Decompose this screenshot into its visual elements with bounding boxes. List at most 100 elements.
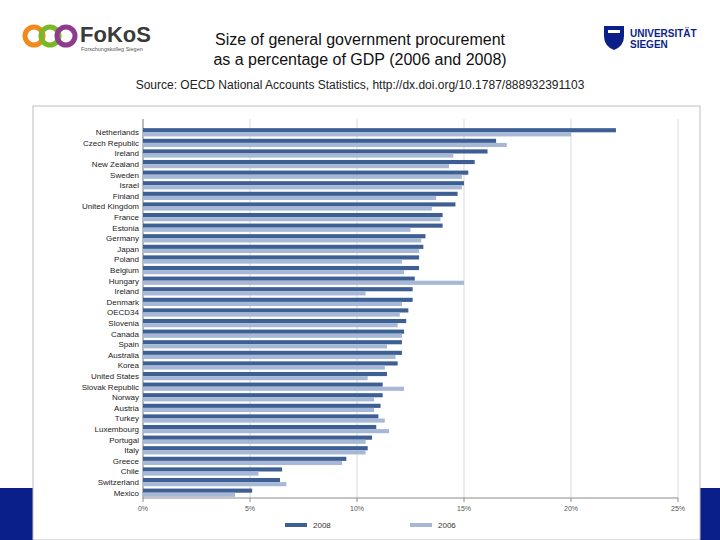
logo-right-text: SIEGEN — [630, 39, 668, 50]
bar — [143, 143, 507, 147]
tick-mark — [464, 498, 465, 502]
category-label: Chile — [121, 467, 140, 476]
bar — [143, 355, 396, 359]
category-label: Korea — [118, 361, 140, 370]
bar — [143, 181, 464, 185]
tick-mark — [357, 498, 358, 502]
category-label: Spain — [119, 340, 139, 349]
category-label: Portugal — [109, 436, 139, 445]
tick-label: 25% — [671, 505, 685, 512]
tick-label: 0% — [138, 505, 148, 512]
category-label: Belgium — [110, 266, 139, 275]
bar — [143, 260, 402, 264]
bar — [143, 164, 449, 168]
category-label: Turkey — [115, 414, 139, 423]
bar — [143, 302, 402, 306]
bar — [143, 457, 346, 461]
bar — [143, 313, 400, 317]
bar — [143, 192, 458, 196]
bar — [143, 228, 411, 232]
bar — [143, 249, 419, 253]
logo-ring — [57, 27, 75, 45]
category-label: Canada — [111, 330, 140, 339]
bar — [143, 493, 235, 497]
category-label: OECD34 — [107, 308, 140, 317]
bar — [143, 139, 496, 143]
category-label: Ireland — [115, 149, 139, 158]
category-label: Estonia — [112, 224, 139, 233]
slide: FoKoSForschungskolleg Siegen UNIVERSITÄTS… — [0, 0, 720, 540]
bar — [143, 361, 398, 365]
bar — [143, 376, 368, 380]
chart-title: Size of general government procurement — [215, 31, 505, 48]
bar — [143, 404, 381, 408]
tick-label: 20% — [564, 505, 578, 512]
category-label: United Kingdom — [82, 202, 139, 211]
bar — [143, 298, 413, 302]
bar — [143, 202, 455, 206]
tick-label: 5% — [245, 505, 255, 512]
bar — [143, 270, 404, 274]
bar — [143, 397, 374, 401]
tick-mark — [250, 498, 251, 502]
bar — [143, 419, 385, 423]
logo-left: FoKoSForschungskolleg Siegen — [25, 22, 151, 52]
category-label: Austria — [114, 404, 139, 413]
bar — [143, 308, 408, 312]
bar — [143, 160, 475, 164]
bar — [143, 340, 402, 344]
category-label: Netherlands — [96, 128, 139, 137]
bar — [143, 450, 366, 454]
legend-swatch — [285, 523, 307, 527]
bar — [143, 334, 402, 338]
bar — [143, 224, 443, 228]
category-label: Poland — [114, 255, 139, 264]
grid-line — [678, 119, 679, 498]
logo-emblem-detail — [608, 30, 620, 33]
bar — [143, 185, 462, 189]
bar — [143, 393, 383, 397]
grid-line — [571, 119, 572, 498]
logo-subtext: Forschungskolleg Siegen — [81, 46, 143, 52]
bar — [143, 154, 453, 158]
bar — [143, 255, 419, 259]
category-label: Mexico — [114, 489, 140, 498]
bar — [143, 489, 252, 493]
bar — [143, 266, 419, 270]
grid — [143, 119, 678, 502]
category-label: Luxembourg — [95, 425, 139, 434]
logo-text: FoKoS — [80, 22, 151, 47]
bar — [143, 128, 616, 132]
bar — [143, 429, 389, 433]
legend: 20082006 — [285, 521, 456, 530]
chart-title: as a percentage of GDP (2006 and 2008) — [213, 51, 506, 68]
category-label: Slovak Republic — [82, 383, 139, 392]
tick-mark — [143, 498, 144, 502]
bar — [143, 446, 368, 450]
bar — [143, 482, 286, 486]
bar — [143, 467, 282, 471]
category-label: Hungary — [109, 277, 139, 286]
chart-frame — [33, 106, 700, 540]
legend-swatch — [410, 523, 432, 527]
bars — [143, 128, 616, 497]
category-label: Australia — [108, 351, 140, 360]
x-axis — [143, 498, 678, 499]
source-note: Source: OECD National Accounts Statistic… — [136, 78, 585, 92]
bar — [143, 351, 402, 355]
tick-label: 15% — [457, 505, 471, 512]
category-label: Norway — [112, 393, 139, 402]
category-label: France — [114, 213, 139, 222]
bar — [143, 175, 462, 179]
bar — [143, 387, 404, 391]
bar — [143, 287, 413, 291]
bar — [143, 383, 383, 387]
category-label: Denmark — [107, 298, 140, 307]
bar — [143, 245, 423, 249]
category-label: United States — [91, 372, 139, 381]
logo-right: UNIVERSITÄTSIEGEN — [604, 26, 697, 50]
bar — [143, 196, 436, 200]
category-label: Israel — [119, 181, 139, 190]
category-label: New Zealand — [92, 160, 139, 169]
bar — [143, 132, 571, 136]
